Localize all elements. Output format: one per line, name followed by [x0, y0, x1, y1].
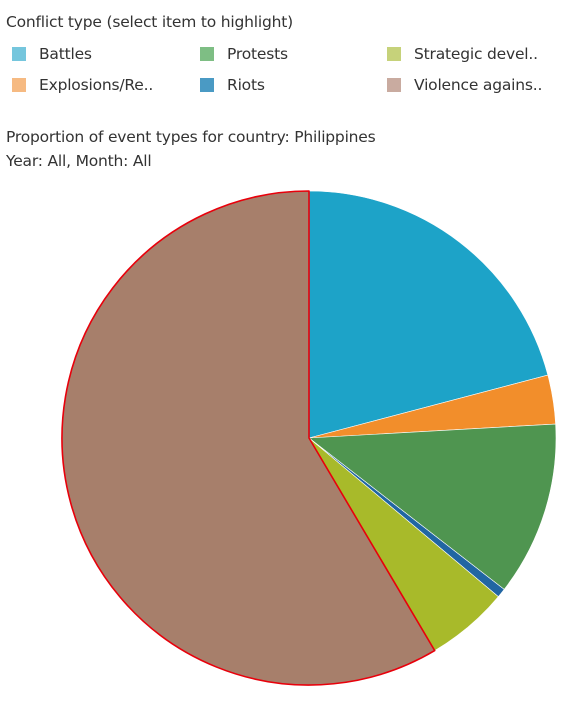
legend-label: Battles: [39, 45, 92, 63]
legend-item-explosions[interactable]: Explosions/Re..: [12, 73, 153, 97]
legend-swatch: [200, 47, 214, 61]
legend-swatch: [387, 78, 401, 92]
legend-swatch: [387, 47, 401, 61]
pie-slice-battles[interactable]: [308, 190, 549, 439]
legend-item-violence-against-civilians[interactable]: Violence agains..: [387, 73, 542, 97]
pie-slice-highlight-outline: [61, 190, 436, 686]
legend-label: Explosions/Re..: [39, 76, 154, 94]
legend-swatch: [12, 78, 26, 92]
legend-swatch: [200, 78, 214, 92]
legend-label: Protests: [227, 45, 288, 63]
pie-slice-protests[interactable]: [308, 423, 557, 590]
legend-label: Violence agains..: [414, 76, 543, 94]
legend-item-riots[interactable]: Riots: [200, 73, 265, 97]
legend-swatch: [12, 47, 26, 61]
chart-title-line: Proportion of event types for country: P…: [6, 128, 376, 146]
legend-item-protests[interactable]: Protests: [200, 42, 288, 66]
legend-label: Riots: [227, 76, 265, 94]
chart-title: Proportion of event types for country: P…: [6, 125, 376, 173]
legend: Battles Protests Strategic devel.. Explo…: [12, 42, 582, 102]
legend-item-strategic-developments[interactable]: Strategic devel..: [387, 42, 538, 66]
legend-title: Conflict type (select item to highlight): [6, 13, 293, 31]
chart-subtitle-line: Year: All, Month: All: [6, 152, 152, 170]
legend-label: Strategic devel..: [414, 45, 538, 63]
legend-item-battles[interactable]: Battles: [12, 42, 92, 66]
